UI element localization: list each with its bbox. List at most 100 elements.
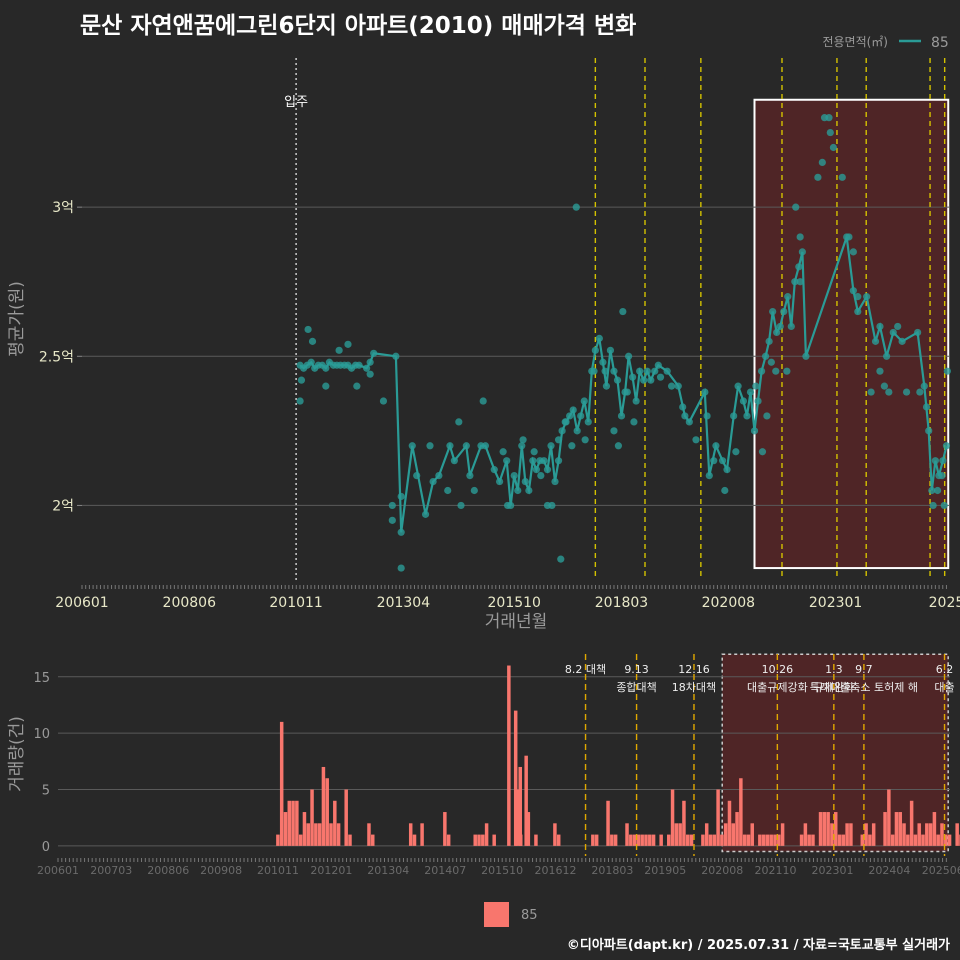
volume-bar <box>720 834 724 846</box>
volume-bar <box>625 823 629 846</box>
volume-bar <box>761 834 766 846</box>
volume-bar <box>412 834 417 846</box>
policy-date-label: 8.2 대책 <box>565 663 606 676</box>
x-tick-label: 201011 <box>269 595 322 611</box>
x-tick-label: 201510 <box>481 864 523 877</box>
volume-bar <box>325 778 329 846</box>
y-tick-label: 10 <box>33 727 50 742</box>
volume-bar <box>310 789 314 846</box>
volume-bar <box>898 812 902 846</box>
price-point <box>752 382 760 390</box>
price-point <box>397 564 405 572</box>
volume-bar <box>640 834 644 846</box>
price-point <box>826 128 834 137</box>
y-tick-label: 2억 <box>52 498 74 514</box>
price-point <box>825 114 833 122</box>
volume-bar <box>799 834 804 846</box>
price-point <box>692 436 700 444</box>
x-tick-label: 201612 <box>534 864 576 877</box>
x-tick-label: 202301 <box>811 864 853 877</box>
price-point <box>867 388 875 396</box>
volume-bar <box>750 823 754 846</box>
price-point <box>758 448 767 456</box>
volume-bar <box>947 834 952 846</box>
policy-name-label: 대출 <box>934 681 954 694</box>
price-point <box>838 173 846 181</box>
volume-bar <box>902 823 906 846</box>
price-point <box>296 397 304 405</box>
x-tick-label: 201510 <box>488 595 541 611</box>
volume-bar <box>553 823 557 846</box>
price-point <box>814 173 822 181</box>
volume-bar <box>932 812 937 846</box>
volume-bar <box>314 823 318 846</box>
footer-credit: ©디아파트(dapt.kr) / 2025.07.31 / 자료=국토교통부 실… <box>566 938 950 953</box>
volume-bar <box>708 834 713 846</box>
price-point <box>297 376 306 384</box>
volume-bar <box>913 834 918 846</box>
volume-bar <box>682 800 686 846</box>
price-point <box>763 412 771 420</box>
x-tick-label: 200703 <box>90 864 132 877</box>
volume-bar <box>321 766 326 846</box>
price-point <box>772 367 780 375</box>
price-point <box>630 418 638 426</box>
y-tick-label: 5 <box>42 784 50 799</box>
price-point <box>885 388 893 396</box>
volume-bar <box>667 834 671 846</box>
volume-bar <box>629 834 633 846</box>
policy-date-label: 10.26 <box>762 663 794 676</box>
volume-bar <box>917 823 921 846</box>
price-point <box>943 367 951 375</box>
volume-bar <box>636 834 641 846</box>
volume-bar <box>594 834 599 846</box>
volume-bar <box>348 834 352 846</box>
price-point <box>610 427 618 435</box>
volume-bar <box>371 834 375 846</box>
volume-bar <box>765 834 770 846</box>
volume-bar <box>674 823 679 846</box>
volume-bar <box>632 834 637 846</box>
volume-bar <box>408 823 413 846</box>
volume-bar <box>670 789 675 846</box>
volume-bar <box>909 800 914 846</box>
volume-bar <box>689 834 694 846</box>
price-point <box>894 322 902 331</box>
volume-bar <box>524 755 528 846</box>
x-tick-label: 201011 <box>257 864 299 877</box>
volume-bar <box>746 834 751 846</box>
price-point <box>668 382 676 390</box>
volume-bar <box>606 800 610 846</box>
volume-bar <box>534 834 538 846</box>
x-tick-label: 201407 <box>424 864 466 877</box>
policy-name-label: 특례대출축소 토허제 해 <box>810 680 918 694</box>
volume-bar <box>944 834 948 846</box>
volume-bar <box>723 823 728 846</box>
policy-date-label: 12.16 <box>678 663 710 676</box>
move-in-label: 입주 <box>284 95 308 110</box>
policy-date-label: 1.3 <box>825 663 843 676</box>
volume-bar <box>773 834 777 846</box>
volume-bar <box>336 823 341 846</box>
volume-bar <box>731 823 736 846</box>
volume-bar <box>769 834 773 846</box>
volume-bar <box>826 812 830 846</box>
volume-bar <box>849 823 853 846</box>
y-axis-title: 평균가(원) <box>7 281 27 357</box>
policy-date-label: 9.7 <box>855 663 873 676</box>
price-point <box>304 325 312 334</box>
volume-bar <box>830 823 834 846</box>
x-tick-label: 202506 <box>922 864 960 877</box>
volume-bar <box>701 834 705 846</box>
legend-bar-swatch <box>484 902 509 927</box>
price-point <box>530 448 538 456</box>
volume-bar <box>513 710 518 846</box>
price-point <box>519 436 527 444</box>
x-tick-label: 202110 <box>755 864 797 877</box>
volume-bar <box>302 812 307 846</box>
volume-bar <box>591 834 595 846</box>
price-point <box>656 373 665 381</box>
price-point <box>470 486 478 495</box>
x-tick-label: 201304 <box>367 864 409 877</box>
price-point <box>537 472 545 480</box>
